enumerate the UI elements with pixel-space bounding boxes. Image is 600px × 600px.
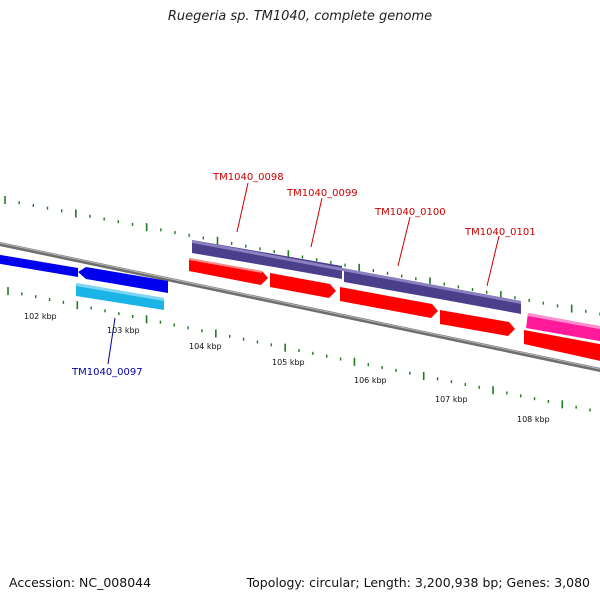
genome-title: Ruegeria sp. TM1040, complete genome [167,9,433,24]
gene-features [0,240,600,362]
gene-blue-2[interactable] [78,267,168,293]
gene-label-0099: TM1040_0099 [286,188,358,199]
scale-label-106: 106 kbp [354,376,387,385]
gene-blue-1[interactable] [0,254,78,277]
gene-label-0101: TM1040_0101 [464,227,536,238]
gene-purple-4[interactable] [445,287,521,314]
genome-info-text: Topology: circular; Length: 3,200,938 bp… [246,575,590,590]
gene-red-4[interactable] [440,310,515,336]
gene-label-0098: TM1040_0098 [212,172,284,183]
scale-label-103: 103 kbp [107,326,140,335]
scale-label-104: 104 kbp [189,342,222,351]
genome-backbone [0,242,600,372]
gene-red-3[interactable] [340,287,438,318]
label-leaders [107,182,500,365]
dot-track-inner [7,287,591,412]
gene-red-5[interactable] [524,330,600,362]
accession-text: Accession: NC_008044 [9,575,152,590]
gene-red-1[interactable] [189,258,268,285]
dot-track-outer [4,196,600,316]
scale-label-108: 108 kbp [517,415,550,424]
gene-magenta[interactable] [526,313,600,342]
gene-label-0100: TM1040_0100 [374,207,446,218]
scale-label-107: 107 kbp [435,395,468,404]
gene-purple-3[interactable] [344,269,445,300]
gene-red-2[interactable] [270,273,336,298]
gene-label-0097: TM1040_0097 [71,367,143,378]
scale-label-105: 105 kbp [272,358,305,367]
scale-label-102: 102 kbp [24,312,57,321]
